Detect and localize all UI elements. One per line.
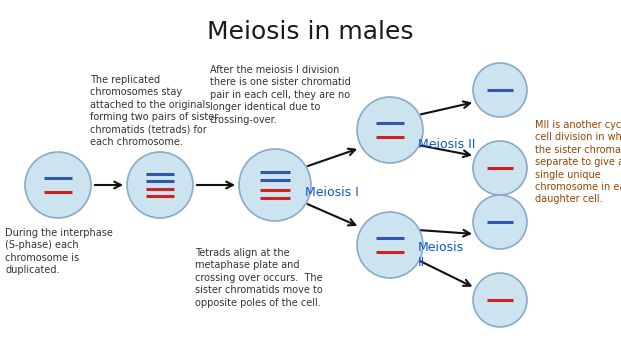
Ellipse shape <box>357 97 423 163</box>
Ellipse shape <box>357 212 423 278</box>
Ellipse shape <box>473 63 527 117</box>
Ellipse shape <box>127 152 193 218</box>
Text: Meiosis
II: Meiosis II <box>418 241 464 269</box>
Text: After the meiosis I division
there is one sister chromatid
pair in each cell, th: After the meiosis I division there is on… <box>210 65 351 125</box>
Text: Meiosis II: Meiosis II <box>418 139 475 152</box>
Text: Meiosis in males: Meiosis in males <box>207 20 414 44</box>
Text: During the interphase
(S-phase) each
chromosome is
duplicated.: During the interphase (S-phase) each chr… <box>5 228 113 275</box>
Ellipse shape <box>473 141 527 195</box>
Text: The replicated
chromosomes stay
attached to the originals
forming two pairs of s: The replicated chromosomes stay attached… <box>90 75 218 147</box>
Text: MII is another cycle of
cell division in which
the sister chromatids
separate to: MII is another cycle of cell division in… <box>535 120 621 204</box>
Text: Tetrads align at the
metaphase plate and
crossing over occurs.  The
sister chrom: Tetrads align at the metaphase plate and… <box>195 248 323 308</box>
Ellipse shape <box>239 149 311 221</box>
Text: Meiosis I: Meiosis I <box>305 187 359 200</box>
Ellipse shape <box>473 273 527 327</box>
Ellipse shape <box>25 152 91 218</box>
Ellipse shape <box>473 195 527 249</box>
